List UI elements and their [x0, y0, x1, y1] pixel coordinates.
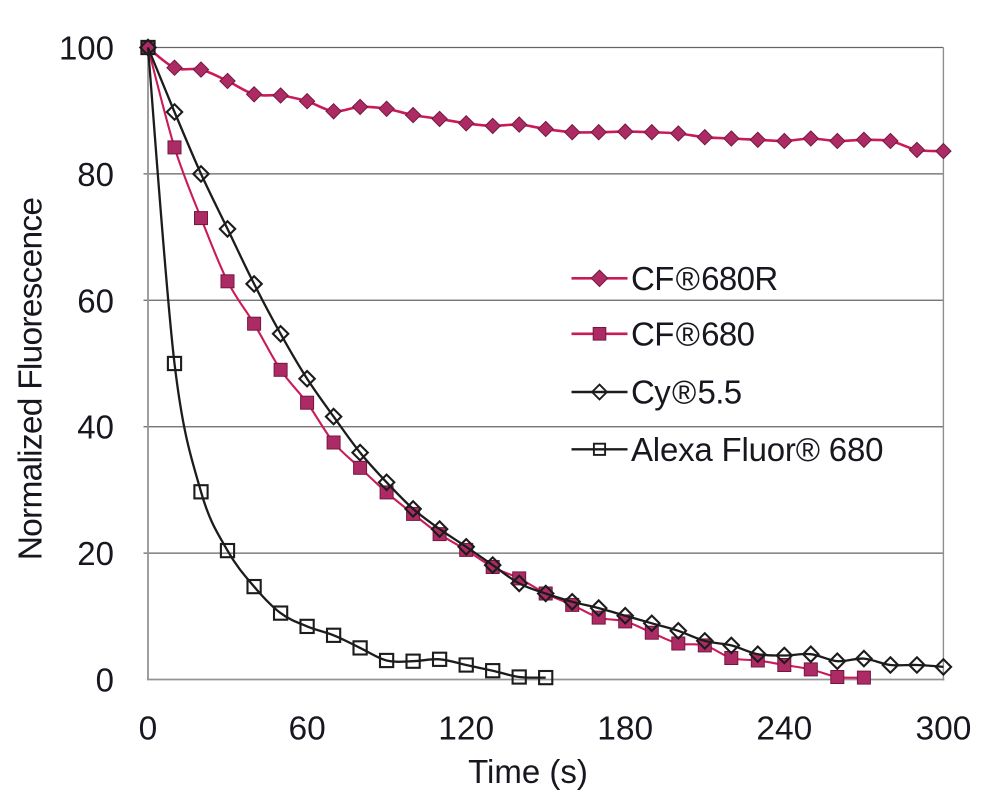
svg-text:CF®680: CF®680 [631, 316, 755, 353]
svg-text:300: 300 [915, 711, 971, 748]
svg-text:Cy®5.5: Cy®5.5 [631, 374, 742, 411]
svg-text:120: 120 [438, 711, 494, 748]
svg-text:0: 0 [139, 711, 158, 748]
svg-text:240: 240 [756, 711, 812, 748]
svg-text:60: 60 [288, 711, 325, 748]
svg-text:Time (s): Time (s) [468, 753, 588, 790]
svg-text:60: 60 [77, 282, 114, 319]
svg-text:80: 80 [77, 156, 114, 193]
svg-text:20: 20 [77, 535, 114, 572]
svg-text:CF®680R: CF®680R [631, 260, 778, 297]
svg-text:40: 40 [77, 409, 114, 446]
svg-text:Normalized Fluorescence: Normalized Fluorescence [13, 198, 50, 561]
svg-text:180: 180 [597, 711, 653, 748]
svg-text:100: 100 [59, 30, 114, 67]
svg-text:Alexa Fluor® 680: Alexa Fluor® 680 [631, 431, 883, 468]
svg-text:0: 0 [96, 662, 114, 699]
